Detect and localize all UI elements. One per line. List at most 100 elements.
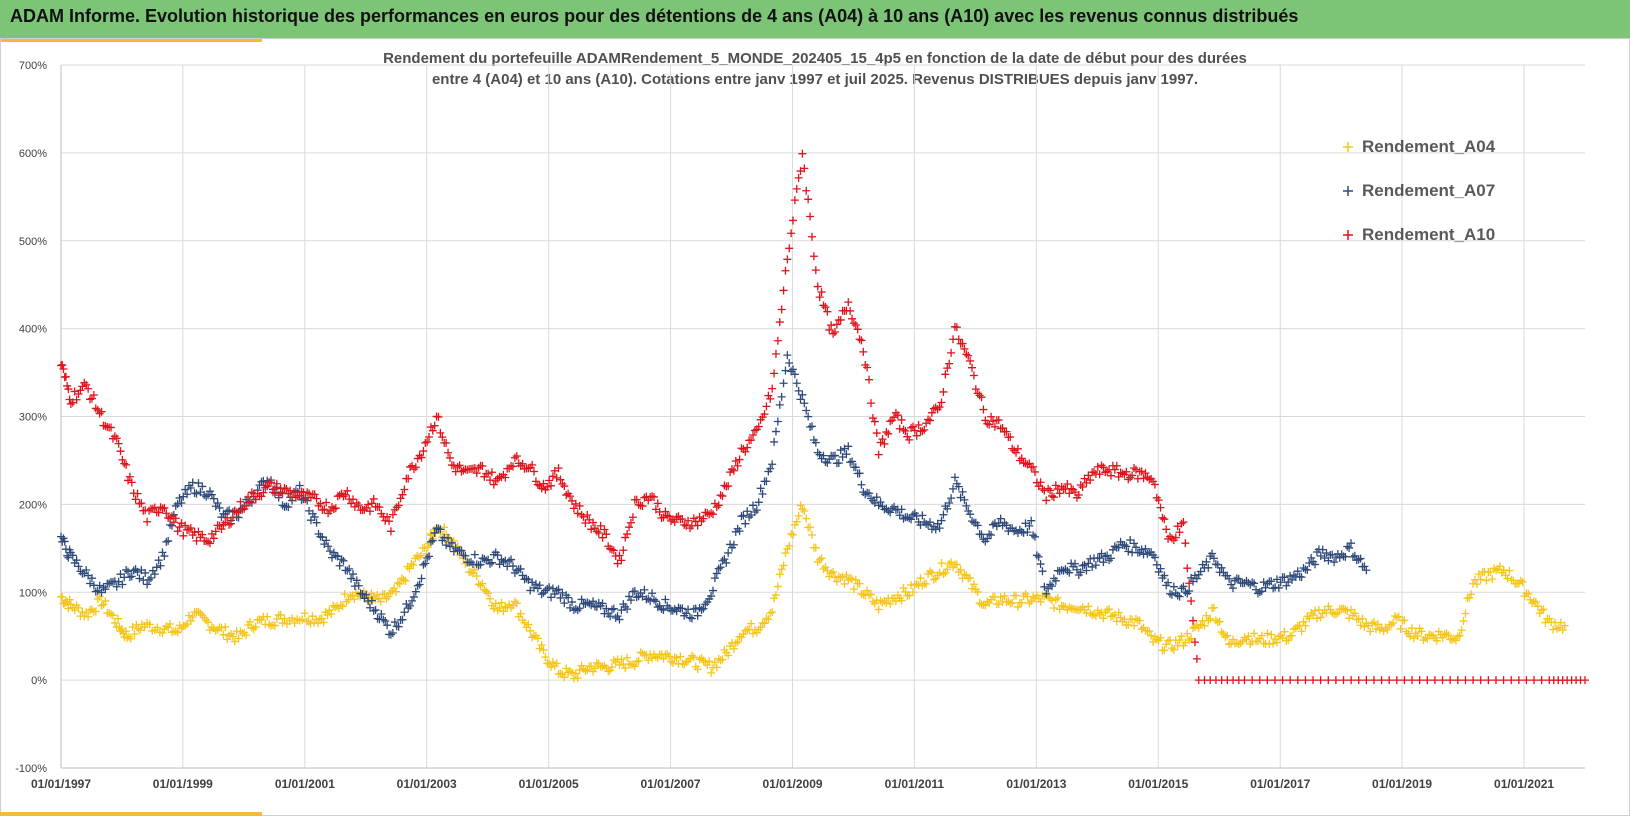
data-point [566, 492, 575, 501]
data-point [792, 184, 801, 193]
data-point [537, 640, 546, 649]
data-point [1453, 632, 1462, 641]
data-point [802, 514, 811, 523]
data-point [848, 457, 857, 466]
data-point [1293, 567, 1302, 576]
data-point [1042, 496, 1051, 505]
data-point [116, 447, 125, 456]
data-point [874, 605, 883, 614]
data-point [376, 597, 385, 606]
data-point [1448, 635, 1457, 644]
y-tick-label: 200% [19, 499, 47, 511]
data-point [666, 657, 675, 666]
data-point [518, 459, 527, 468]
data-point [1002, 427, 1011, 436]
data-point [794, 173, 803, 182]
data-point [428, 426, 437, 435]
data-point [1202, 557, 1211, 566]
data-point [766, 394, 775, 403]
data-point [638, 649, 647, 658]
data-point [209, 494, 218, 503]
data-point [1415, 676, 1424, 685]
data-point [615, 551, 624, 560]
data-point [988, 520, 997, 529]
data-point [712, 663, 721, 672]
data-point [341, 490, 350, 499]
data-point [1537, 676, 1546, 685]
data-point [792, 379, 801, 388]
data-point [969, 371, 978, 380]
data-point [1029, 462, 1038, 471]
data-point [68, 551, 77, 560]
data-point [707, 509, 716, 518]
data-point [1491, 676, 1500, 685]
data-point [1276, 578, 1285, 587]
data-point [760, 619, 769, 628]
data-point [436, 428, 445, 437]
data-point [619, 546, 628, 555]
data-point [232, 508, 241, 517]
data-point [391, 587, 400, 596]
data-point [1000, 592, 1009, 601]
data-point [367, 589, 376, 598]
data-point [547, 663, 556, 672]
data-point [777, 565, 786, 574]
data-point [373, 614, 382, 623]
data-point [1175, 592, 1184, 601]
data-point [596, 521, 605, 530]
data-point [543, 659, 552, 668]
data-point [65, 595, 74, 604]
data-point [1516, 576, 1525, 585]
data-point [1217, 628, 1226, 637]
data-point [288, 614, 297, 623]
data-point [124, 476, 133, 485]
data-point [573, 509, 582, 518]
data-point [1499, 676, 1508, 685]
data-point [93, 405, 102, 414]
data-point [648, 589, 657, 598]
data-point [1400, 676, 1409, 685]
data-point [779, 379, 788, 388]
data-point [400, 485, 409, 494]
data-point [286, 486, 295, 495]
data-point [825, 572, 834, 581]
data-point [249, 624, 258, 633]
data-point [1200, 621, 1209, 630]
data-point [404, 474, 413, 483]
data-point [1263, 629, 1272, 638]
data-point [1173, 591, 1182, 600]
data-point [1177, 519, 1186, 528]
data-point [735, 455, 744, 464]
data-point [1250, 579, 1259, 588]
data-point [813, 282, 822, 291]
data-point [1229, 584, 1237, 593]
data-point [1324, 676, 1333, 685]
data-point [1354, 555, 1363, 564]
data-point [423, 437, 432, 446]
data-point [773, 582, 782, 591]
data-point [927, 568, 936, 577]
data-point [217, 525, 226, 534]
data-point [1012, 591, 1021, 600]
data-point [1169, 645, 1178, 654]
data-point [1242, 576, 1251, 585]
data-point [337, 555, 346, 564]
data-point [699, 604, 708, 613]
data-point [507, 555, 516, 564]
data-point [630, 662, 639, 671]
data-point [634, 500, 643, 509]
data-point [918, 581, 927, 590]
data-point [1063, 479, 1072, 488]
data-point [1350, 551, 1359, 560]
data-point [575, 665, 584, 674]
data-point [390, 584, 399, 593]
data-point [245, 498, 254, 507]
data-point [270, 621, 279, 630]
data-point [327, 610, 336, 619]
data-point [621, 533, 630, 542]
data-point [194, 607, 203, 616]
data-point [1099, 614, 1108, 623]
data-point [204, 618, 213, 627]
data-point [236, 497, 245, 506]
data-point [1059, 602, 1068, 611]
